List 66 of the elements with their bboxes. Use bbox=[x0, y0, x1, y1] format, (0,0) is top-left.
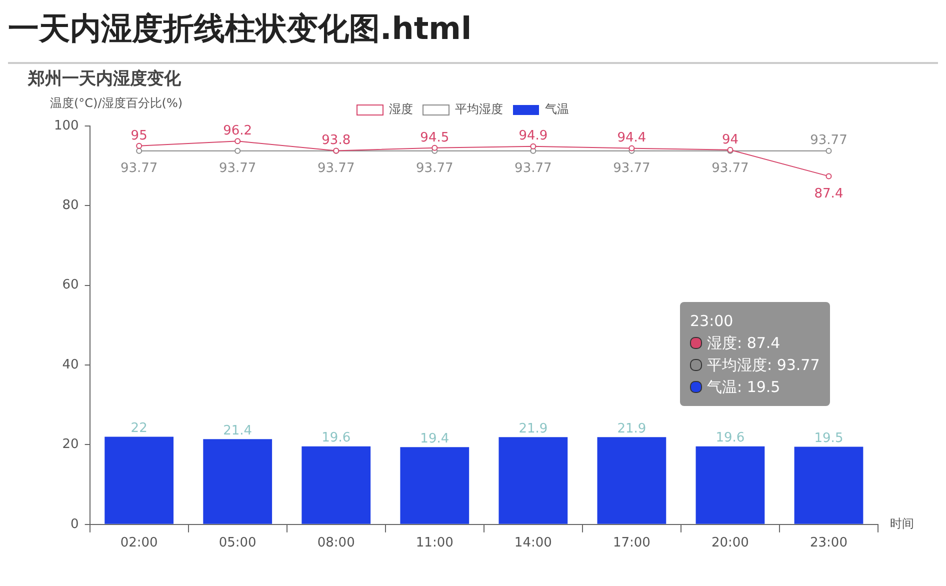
data-label: 93.77 bbox=[120, 161, 158, 176]
point bbox=[826, 148, 832, 154]
data-label: 21.9 bbox=[617, 422, 646, 437]
y-axis-title: 温度(°C)/湿度百分比(%) bbox=[50, 96, 183, 110]
x-tick-label: 05:00 bbox=[218, 536, 256, 551]
x-axis-title: 时间 bbox=[890, 516, 914, 531]
data-label: 93.77 bbox=[416, 161, 454, 176]
data-label: 93.8 bbox=[322, 133, 351, 148]
data-label: 94.5 bbox=[420, 130, 450, 146]
bar bbox=[794, 446, 864, 524]
point bbox=[136, 142, 142, 149]
data-label: 19.5 bbox=[814, 431, 844, 446]
y-tick-label: 0 bbox=[70, 516, 79, 532]
chart-title: 一天内湿度折线柱状变化图.html bbox=[8, 10, 473, 49]
data-label: 93.77 bbox=[218, 161, 256, 176]
y-tick-label: 100 bbox=[54, 118, 79, 134]
bar bbox=[104, 436, 174, 524]
data-label: 94.4 bbox=[617, 130, 646, 146]
data-label: 93.77 bbox=[712, 161, 749, 176]
data-label: 94.9 bbox=[518, 128, 548, 144]
data-label: 19.6 bbox=[716, 430, 745, 446]
x-tick-label: 14:00 bbox=[514, 536, 552, 551]
bar bbox=[498, 437, 568, 524]
y-tick-label: 80 bbox=[62, 198, 79, 214]
point bbox=[136, 148, 142, 154]
point bbox=[530, 143, 536, 150]
data-label: 96.2 bbox=[223, 124, 252, 139]
y-tick-label: 40 bbox=[62, 357, 79, 372]
chart-subtitle: 郑州一天内湿度变化 bbox=[27, 69, 182, 89]
bar bbox=[302, 446, 371, 524]
annotation: 湿度: 87.4 bbox=[707, 333, 780, 354]
x-tick-label: 11:00 bbox=[416, 536, 454, 551]
point bbox=[826, 173, 832, 180]
data-label: 93.77 bbox=[613, 161, 650, 176]
point bbox=[234, 148, 241, 154]
data-label: 94 bbox=[722, 132, 738, 148]
data-label: 19.4 bbox=[420, 431, 450, 446]
x-tick-label: 23:00 bbox=[810, 536, 848, 551]
x-tick-label: 20:00 bbox=[711, 536, 749, 551]
legend-label: 平均湿度 bbox=[455, 102, 503, 116]
data-label: 93.77 bbox=[318, 161, 355, 176]
legend-label: 气温 bbox=[545, 102, 569, 116]
y-tick-label: 60 bbox=[62, 278, 79, 293]
bar bbox=[597, 437, 666, 524]
data-label: 21.4 bbox=[223, 424, 252, 439]
y-tick-label: 20 bbox=[62, 437, 79, 452]
annotation: 平均湿度: 93.77 bbox=[707, 355, 820, 376]
data-label: 93.77 bbox=[514, 161, 552, 176]
data-label: 22 bbox=[130, 421, 148, 436]
data-label: 93.77 bbox=[810, 133, 848, 148]
bar bbox=[203, 439, 272, 524]
legend-label: 湿度 bbox=[389, 102, 413, 116]
x-tick-label: 02:00 bbox=[120, 536, 158, 551]
point bbox=[628, 145, 635, 152]
data-label: 21.9 bbox=[518, 422, 548, 437]
point bbox=[234, 138, 241, 144]
data-label: 19.6 bbox=[322, 430, 351, 446]
point bbox=[432, 144, 438, 151]
annotation: 23:00 bbox=[690, 311, 734, 332]
data-label: 95 bbox=[130, 128, 148, 144]
data-label: 87.4 bbox=[814, 186, 844, 202]
x-tick-label: 08:00 bbox=[317, 536, 355, 551]
annotation: 气温: 19.5 bbox=[707, 377, 780, 398]
x-tick-label: 17:00 bbox=[612, 536, 650, 551]
bar bbox=[400, 447, 470, 524]
bar bbox=[696, 446, 765, 524]
